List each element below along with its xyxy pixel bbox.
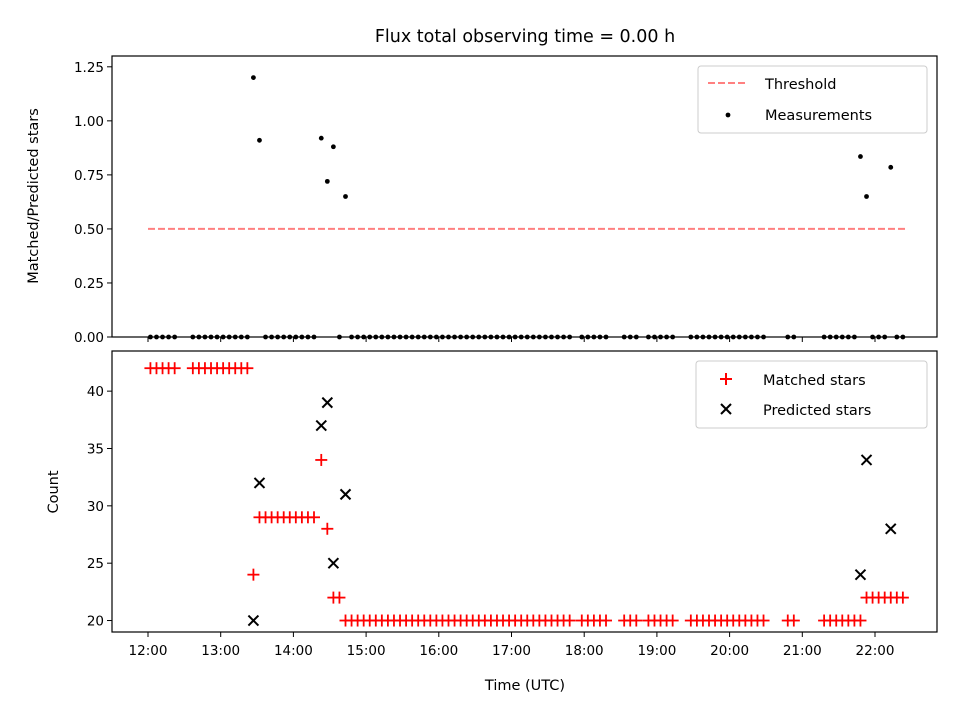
top-y-tick-label: 0.00 bbox=[74, 330, 104, 346]
matched-star-point bbox=[757, 614, 770, 627]
top-y-tick-label: 0.25 bbox=[74, 276, 104, 292]
matched-star-point bbox=[307, 511, 320, 524]
x-tick-label: 20:00 bbox=[710, 643, 749, 659]
measurement-point bbox=[888, 164, 894, 170]
chart-title: Flux total observing time = 0.00 h bbox=[375, 27, 675, 47]
x-tick-label: 12:00 bbox=[129, 643, 168, 659]
legend-threshold-label: Threshold bbox=[764, 77, 836, 93]
bottom-panel-frame bbox=[111, 350, 938, 633]
matched-star-point bbox=[896, 591, 909, 604]
legend-matched-swatch bbox=[720, 373, 732, 385]
measurement-point bbox=[251, 75, 256, 81]
matched-star-point bbox=[854, 614, 867, 627]
top-legend-box bbox=[697, 65, 928, 134]
matched-star-point bbox=[168, 362, 181, 375]
top-y-tick-label: 0.75 bbox=[74, 168, 104, 184]
bottom-y-axis-label: Count bbox=[46, 470, 62, 513]
bottom-y-tick-label: 35 bbox=[87, 441, 104, 457]
measurement-point bbox=[343, 194, 348, 199]
matched-star-point bbox=[563, 614, 576, 627]
top-legend: Threshold Measurements bbox=[697, 65, 928, 134]
x-tick-label: 13:00 bbox=[201, 643, 240, 659]
predicted-star-point bbox=[247, 614, 260, 627]
predicted-star-point bbox=[327, 557, 340, 569]
x-tick-label: 17:00 bbox=[492, 643, 531, 659]
matched-star-point bbox=[787, 614, 800, 627]
measurement-point bbox=[330, 144, 336, 150]
top-y-tick-label: 1.00 bbox=[74, 114, 104, 130]
matched-star-point bbox=[630, 614, 643, 627]
top-y-tick-label: 1.25 bbox=[74, 60, 104, 76]
measurement-point bbox=[864, 194, 869, 199]
top-panel: 0.00 0.25 0.50 0.75 1.00 1.25 Matched/Predict… bbox=[26, 55, 938, 346]
legend-measurements-label: Measurements bbox=[765, 108, 872, 124]
bottom-y-tick-label: 20 bbox=[87, 614, 104, 630]
predicted-star-point bbox=[885, 523, 897, 535]
matched-star-point bbox=[315, 453, 328, 466]
predicted-star-point bbox=[854, 568, 867, 581]
legend-measurements-swatch bbox=[725, 112, 731, 118]
bottom-y-tick-label: 25 bbox=[87, 556, 104, 572]
predicted-star-point bbox=[315, 419, 327, 432]
top-y-axis-label: Matched/Predicted stars bbox=[26, 108, 42, 284]
top-panel-frame bbox=[111, 55, 938, 338]
bottom-y-tick-label: 40 bbox=[87, 384, 104, 400]
bottom-y-tick-label: 30 bbox=[87, 499, 104, 515]
top-y-tick-label: 0.50 bbox=[74, 222, 104, 238]
measurement-point bbox=[858, 154, 863, 159]
bottom-panel: 20 25 30 35 40 12:00 13:00 14:00 15:00 16:00 17:0… bbox=[46, 350, 938, 694]
legend-predicted-label: Predicted stars bbox=[763, 403, 871, 419]
matched-star-point bbox=[241, 362, 254, 375]
matched-star-point bbox=[666, 614, 679, 627]
x-axis-label: Time (UTC) bbox=[484, 678, 565, 694]
matched-star-point bbox=[321, 522, 334, 535]
measurement-point bbox=[318, 135, 324, 141]
matched-star-point bbox=[600, 614, 613, 627]
x-tick-label: 19:00 bbox=[637, 643, 676, 659]
measurement-point bbox=[324, 178, 330, 184]
matched-star-point bbox=[247, 568, 260, 581]
predicted-star-point bbox=[339, 488, 352, 501]
predicted-star-point bbox=[321, 396, 334, 409]
x-tick-label: 22:00 bbox=[856, 643, 895, 659]
predicted-star-point bbox=[860, 454, 873, 466]
bottom-legend-box bbox=[695, 360, 928, 429]
x-tick-label: 14:00 bbox=[274, 643, 313, 659]
matched-star-point bbox=[333, 591, 346, 604]
x-tick-label: 16:00 bbox=[419, 643, 458, 659]
x-tick-label: 21:00 bbox=[783, 643, 822, 659]
predicted-star-point bbox=[253, 477, 266, 489]
measurement-point bbox=[257, 137, 262, 143]
x-tick-label: 15:00 bbox=[347, 643, 386, 659]
x-tick-label: 18:00 bbox=[565, 643, 604, 659]
bottom-legend: Matched stars Predicted stars bbox=[695, 360, 928, 429]
legend-matched-label: Matched stars bbox=[763, 373, 866, 389]
legend-predicted-swatch bbox=[720, 403, 732, 415]
